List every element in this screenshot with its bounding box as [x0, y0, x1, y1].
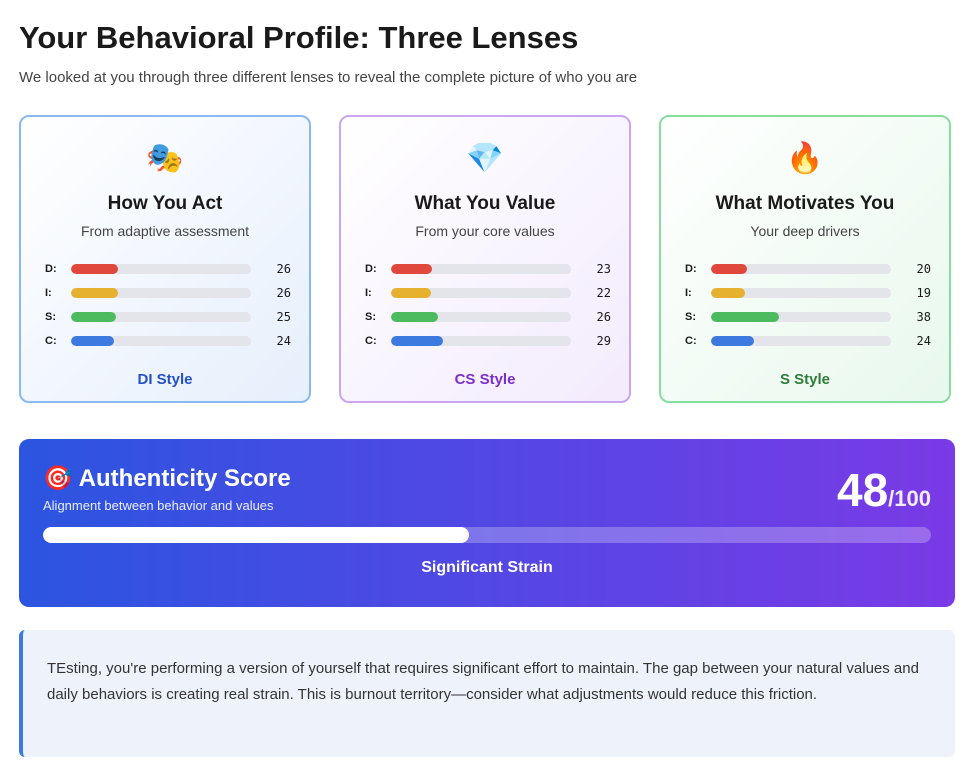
lens-subtitle: Your deep drivers: [750, 223, 860, 239]
score-row: D: 23: [365, 257, 611, 281]
lens-subtitle: From adaptive assessment: [80, 223, 250, 239]
score-track: [43, 527, 931, 543]
score-track: [71, 264, 251, 274]
score-status: Significant Strain: [421, 559, 553, 576]
score-label: S:: [45, 311, 56, 323]
score-label: S:: [365, 311, 376, 323]
score-bar: [71, 288, 118, 298]
score-row: S: 38: [685, 305, 931, 329]
lens-style: CS Style: [454, 371, 516, 388]
score-track: [391, 288, 571, 298]
score-row: D: 26: [45, 257, 291, 281]
score-track: [711, 288, 891, 298]
lens-card: 🎭 How You Act From adaptive assessment D: 26…: [19, 115, 311, 403]
score-number: 19: [916, 286, 931, 300]
lens-icon: 💎: [466, 142, 504, 175]
score-label: C:: [45, 335, 57, 347]
score-row: I: 22: [365, 281, 611, 305]
score-bar: [391, 336, 444, 346]
score-bar: [71, 264, 118, 274]
score-label: I:: [685, 287, 692, 299]
score-number: 24: [916, 334, 931, 348]
score-bar: [711, 264, 747, 274]
score-bar: [711, 312, 780, 322]
score-label: I:: [365, 287, 372, 299]
score-number: 24: [276, 334, 291, 348]
score-bar: [711, 336, 755, 346]
lens-style: S Style: [779, 371, 831, 388]
score-icon: 🎯: [43, 465, 73, 492]
score-number: 23: [596, 262, 611, 276]
score-label: D:: [45, 263, 57, 275]
lens-card: 🔥 What Motivates You Your deep drivers D: 20…: [659, 115, 951, 403]
score-title: 🎯 Authenticity Score: [43, 464, 291, 493]
score-track: [71, 336, 251, 346]
score-label: I:: [45, 287, 52, 299]
score-bar: [71, 336, 115, 346]
score-number: 26: [596, 310, 611, 324]
score-bar: [71, 312, 116, 322]
score-number: 20: [916, 262, 931, 276]
score-row: S: 26: [365, 305, 611, 329]
score-track: [391, 312, 571, 322]
score-bar: [391, 264, 433, 274]
score-rows: D: 20 I: 19 S: 38 C: 24: [685, 257, 931, 353]
score-fill: [43, 527, 470, 543]
score-label: D:: [685, 263, 697, 275]
score-track: [711, 336, 891, 346]
score-bar: [711, 288, 746, 298]
score-row: C: 29: [365, 329, 611, 353]
score-label: D:: [365, 263, 377, 275]
page-title: Your Behavioral Profile: Three Lenses: [19, 20, 579, 55]
score-track: [711, 312, 891, 322]
score-number: 22: [596, 286, 611, 300]
score-label: S:: [685, 311, 696, 323]
page-subtitle: We looked at you through three different…: [19, 69, 638, 86]
lens-subtitle: From your core values: [415, 223, 555, 239]
authenticity-panel: 🎯 Authenticity Score Alignment between b…: [19, 439, 955, 607]
score-bar: [391, 288, 431, 298]
score-track: [391, 336, 571, 346]
score-row: C: 24: [685, 329, 931, 353]
note: TEsting, you're performing a version of …: [19, 630, 955, 757]
score-row: I: 19: [685, 281, 931, 305]
lens-title: How You Act: [107, 193, 223, 214]
score-row: S: 25: [45, 305, 291, 329]
score-label: C:: [685, 335, 697, 347]
score-number: 29: [596, 334, 611, 348]
score-value-box: 48100: [837, 463, 931, 517]
score-label: C:: [365, 335, 377, 347]
score-number: 26: [276, 262, 291, 276]
score-number: 26: [276, 286, 291, 300]
score-bar: [391, 312, 438, 322]
score-track: [391, 264, 571, 274]
score-rows: D: 23 I: 22 S: 26 C: 29: [365, 257, 611, 353]
lens-icon: 🔥: [786, 142, 824, 175]
score-row: C: 24: [45, 329, 291, 353]
lens-title: What You Value: [414, 193, 556, 214]
lens-style: DI Style: [137, 371, 193, 388]
score-track: [71, 312, 251, 322]
score-row: I: 26: [45, 281, 291, 305]
score-title-text: Authenticity Score: [78, 465, 291, 492]
score-number: 38: [916, 310, 931, 324]
score-out-of: 100: [888, 486, 931, 511]
lens-title: What Motivates You: [715, 193, 895, 214]
score-rows: D: 26 I: 26 S: 25 C: 24: [45, 257, 291, 353]
lens-icon: 🎭: [146, 142, 184, 175]
score-number: 25: [276, 310, 291, 324]
score-track: [71, 288, 251, 298]
score-subtitle: Alignment between behavior and values: [43, 498, 274, 513]
score-track: [711, 264, 891, 274]
score-row: D: 20: [685, 257, 931, 281]
score-value: 48: [836, 464, 889, 516]
lens-card: 💎 What You Value From your core values D: 23…: [339, 115, 631, 403]
